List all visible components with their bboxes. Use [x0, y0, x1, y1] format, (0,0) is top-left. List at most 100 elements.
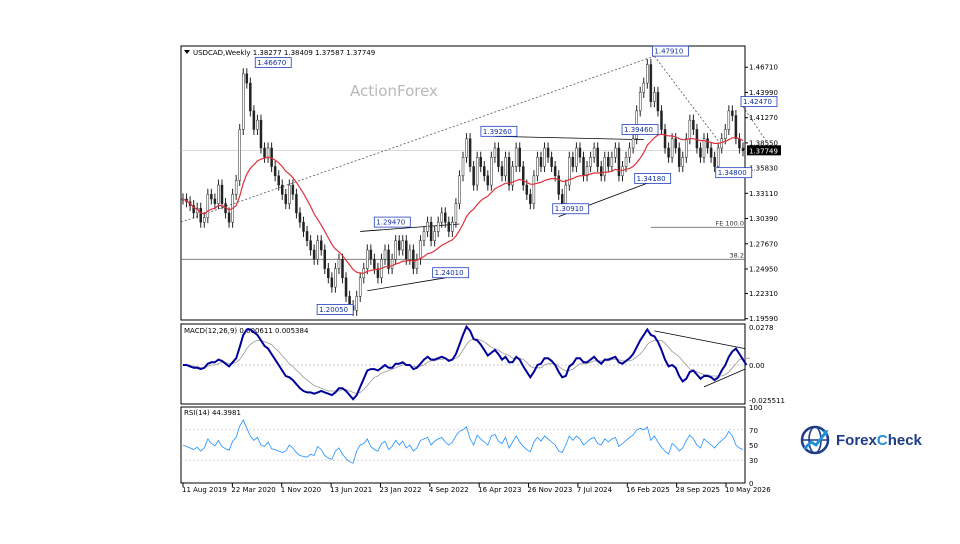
price-candle-body — [727, 110, 731, 130]
price-candle-body — [522, 166, 525, 186]
price-candle-body — [493, 147, 497, 158]
price-candle-body — [330, 277, 334, 288]
price-candle-body — [309, 240, 312, 251]
annotation-box — [373, 216, 411, 228]
price-candle-body — [507, 157, 511, 186]
price-candle-body — [444, 212, 447, 223]
price-candle-body — [408, 249, 412, 260]
price-candle-body — [238, 129, 241, 181]
x-tick-label: 10 May 2026 — [725, 486, 771, 494]
price-candle-body — [429, 221, 433, 241]
price-candle-body — [486, 175, 490, 186]
price-candle-body — [245, 73, 249, 84]
annotation-box — [316, 304, 354, 315]
price-candle-body — [206, 194, 210, 218]
price-annotation: 1.46670 — [254, 57, 292, 69]
price-candle-body — [695, 129, 699, 149]
annotation-box — [254, 57, 292, 69]
price-candle-body — [383, 249, 387, 260]
price-annotation: 1.30910 — [552, 203, 590, 215]
price-y-tick: 1.35830 — [749, 165, 778, 173]
price-candle-body — [472, 166, 475, 186]
price-annotation: 1.34800 — [715, 167, 753, 179]
price-candle-body — [319, 240, 323, 251]
price-y-tick: 1.19590 — [749, 315, 778, 323]
price-candle-body — [490, 157, 493, 186]
price-candle-body — [560, 194, 564, 204]
price-candle-body — [366, 249, 369, 269]
price-candle-body — [376, 268, 380, 279]
annotation-box — [432, 267, 470, 279]
price-candle-body — [273, 166, 277, 177]
price-candle-body — [422, 231, 426, 241]
price-candle-body — [284, 194, 288, 204]
price-annotation: 1.20050 — [316, 304, 354, 315]
price-candle-body — [709, 147, 713, 158]
price-panel: 1.46710 1.43990 1.41270 1.38550 1.35830 1.331… — [180, 45, 781, 323]
price-candle-body — [242, 73, 245, 130]
x-tick-label: 7 Jul 2024 — [577, 486, 613, 494]
price-candle-body — [436, 221, 440, 232]
annotation-box — [634, 173, 672, 184]
x-tick-label: 23 Jan 2022 — [379, 486, 421, 494]
annotation-label: 1.39260 — [483, 128, 512, 136]
trendline-down — [654, 55, 719, 141]
annotation-label: 1.39460 — [624, 126, 653, 134]
price-candle-body — [585, 166, 589, 177]
price-candle-body — [596, 147, 599, 167]
price-y-tick: 1.38550 — [749, 139, 778, 147]
annotation-box — [651, 45, 689, 57]
rsi-y-tick: 70 — [749, 427, 758, 435]
price-candle-body — [741, 147, 745, 152]
forexcheck-logo: ForexCheck — [798, 422, 928, 458]
price-candle-body — [298, 212, 302, 223]
logo-wordmark: ForexCheck — [836, 431, 922, 449]
price-candle-body — [302, 221, 305, 232]
macd-y-tick: -0.025511 — [749, 397, 785, 405]
price-candle-body — [192, 205, 195, 214]
macd-y-tick: 0.00 — [749, 362, 765, 370]
price-annotation: 1.42470 — [740, 96, 778, 107]
x-tick-label: 16 Apr 2023 — [478, 486, 521, 494]
price-annotation: 1.39260 — [480, 125, 518, 137]
x-tick-label: 4 Sep 2022 — [429, 486, 469, 494]
annotation-label: 1.34800 — [718, 169, 747, 177]
price-candle-body — [589, 157, 592, 167]
price-candle-body — [316, 240, 319, 260]
price-annotation: 1.39460 — [621, 124, 659, 135]
price-candle-body — [468, 138, 472, 167]
price-candle-body — [631, 138, 635, 149]
price-header: USDCAD,Weekly 1.38277 1.38409 1.37587 1.… — [193, 49, 375, 57]
price-candle-body — [667, 147, 670, 158]
price-candle-body — [266, 147, 270, 158]
price-candle-body — [227, 212, 231, 223]
price-candle-body — [511, 166, 514, 186]
annotation-box — [621, 124, 659, 135]
rsi-y-tick: 100 — [749, 404, 762, 412]
globe-icon — [800, 425, 830, 455]
price-candle-body — [546, 147, 550, 158]
price-candle-body — [702, 138, 706, 158]
last-price-box — [747, 145, 781, 156]
price-candle-body — [738, 138, 741, 149]
price-candle-body — [213, 198, 217, 204]
price-candle-body — [692, 119, 695, 130]
price-candle-body — [571, 157, 575, 167]
macd-signal-line — [183, 338, 751, 395]
price-candle-body — [536, 157, 539, 177]
rsi-frame — [180, 406, 746, 484]
price-candle-body — [259, 119, 263, 149]
price-candle-body — [369, 249, 373, 260]
macd-trendline-bottom — [703, 368, 746, 388]
trendline-down-2 — [742, 106, 769, 144]
rsi-label: RSI(14) 44.3981 — [184, 409, 241, 417]
price-candle-body — [341, 259, 344, 279]
price-y-tick: 1.27670 — [749, 240, 778, 248]
price-candle-body — [433, 231, 436, 241]
price-candle-body — [355, 296, 358, 311]
price-candle-body — [532, 175, 536, 204]
price-candle-body — [447, 221, 451, 232]
rsi-y-tick: 30 — [749, 457, 758, 465]
